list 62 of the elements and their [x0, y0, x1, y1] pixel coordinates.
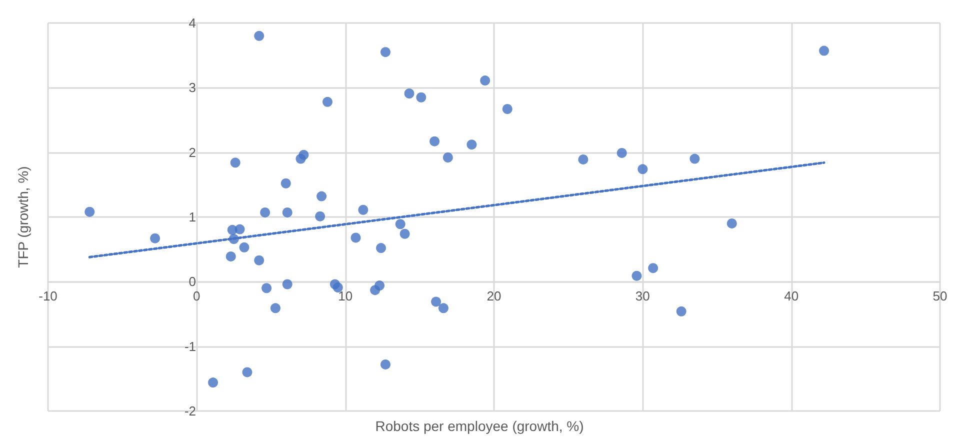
y-tick-label: -2	[184, 404, 196, 418]
point	[239, 242, 250, 252]
y-tick-label: 2	[188, 144, 196, 160]
point	[430, 136, 440, 146]
x-tick-label: -10	[38, 288, 58, 304]
point	[84, 206, 95, 217]
point	[632, 270, 642, 281]
point	[150, 233, 160, 244]
point	[404, 88, 414, 98]
point	[262, 283, 272, 294]
point	[400, 228, 410, 239]
x-tick-label: 50	[932, 288, 948, 304]
point	[380, 359, 390, 370]
point	[282, 279, 292, 290]
y-axis-title: TFP (growth, %)	[15, 166, 31, 268]
x-tick-label: 10	[338, 288, 353, 304]
point	[690, 154, 700, 164]
point	[332, 282, 343, 292]
x-tick-label: 40	[784, 288, 799, 304]
point	[316, 191, 327, 202]
point	[208, 378, 218, 388]
point	[638, 164, 648, 174]
point	[234, 224, 245, 234]
point	[280, 178, 291, 188]
point	[358, 204, 368, 215]
point	[296, 154, 306, 164]
point	[226, 251, 236, 262]
point	[616, 148, 627, 158]
y-tick-label: -1	[184, 338, 196, 354]
point	[350, 232, 361, 243]
point	[438, 303, 448, 314]
x-tick-label: 30	[635, 288, 650, 304]
y-tick-label: 3	[188, 80, 196, 96]
y-tick-label: 0	[188, 274, 196, 290]
x-axis-title: Robots per employee (growth, %)	[375, 418, 584, 434]
point	[380, 47, 390, 58]
point	[676, 306, 686, 316]
point	[502, 104, 512, 114]
point	[315, 211, 326, 222]
point	[431, 296, 442, 307]
point	[376, 243, 386, 254]
point	[416, 92, 426, 102]
point	[578, 154, 588, 164]
point	[242, 367, 252, 378]
point	[480, 76, 490, 86]
point	[282, 207, 292, 218]
point	[726, 218, 737, 228]
point	[395, 219, 406, 230]
y-tick-label: 1	[188, 210, 196, 224]
point	[230, 158, 240, 168]
point	[254, 30, 264, 41]
point	[374, 280, 385, 291]
y-tick-label: 4	[188, 16, 196, 30]
point	[819, 46, 830, 56]
point	[466, 140, 477, 150]
point	[260, 207, 270, 218]
point	[648, 263, 658, 274]
point	[442, 152, 453, 163]
point	[254, 255, 264, 266]
point	[322, 96, 332, 107]
point	[270, 303, 280, 314]
x-tick-label: 20	[486, 288, 502, 304]
